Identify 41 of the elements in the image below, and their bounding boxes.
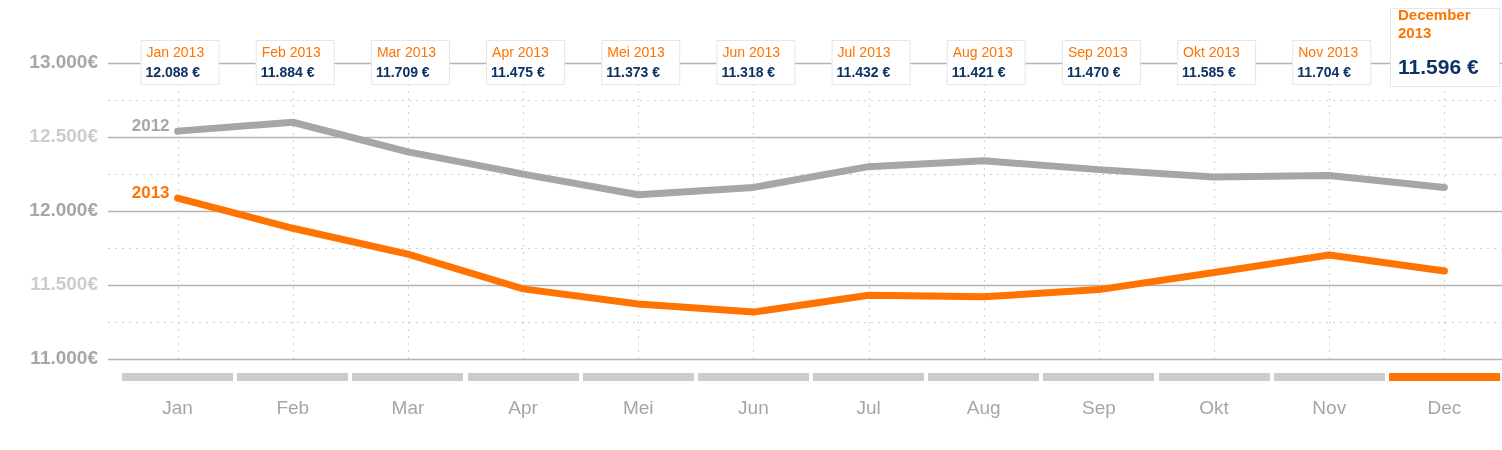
text: Mar 2013	[376, 44, 437, 60]
x-tick-label: Sep	[1082, 396, 1116, 418]
annotation: 11.475 €	[491, 64, 546, 80]
series-label: 2012	[131, 115, 170, 135]
annotation: 11.318 €	[721, 64, 776, 80]
x-tick-label: Aug	[966, 396, 1001, 418]
annotation: 11.704 €	[1297, 64, 1352, 80]
annotation: 11.596 €	[1398, 55, 1479, 78]
annotation: 11.470 €	[1066, 64, 1121, 80]
x-tick-label: Okt	[1199, 396, 1230, 418]
annotation: 11.373 €	[606, 64, 661, 80]
annotation: 11.585 €	[1182, 64, 1237, 80]
y-tick-label: 11.000€	[30, 347, 99, 369]
x-tick-label: Jun	[738, 396, 769, 418]
x-tick-label: Mei	[622, 396, 654, 418]
x-tick-label: Jan	[162, 396, 193, 418]
annotation: 11.421 €	[951, 64, 1006, 80]
text: Jan 2013	[146, 44, 205, 60]
text: December 2013	[1398, 6, 1471, 41]
text: Aug 2013	[952, 44, 1013, 60]
x-tick-label: Apr	[508, 396, 539, 418]
text: Sep 2013	[1067, 44, 1129, 60]
text: Feb 2013	[261, 44, 322, 60]
text: Mei 2013	[607, 44, 666, 60]
x-tick-label: Nov	[1312, 396, 1347, 418]
annotation: 11.884 €	[260, 64, 315, 80]
y-tick-label: 12.000€	[29, 199, 99, 221]
x-tick-label: Dec	[1427, 396, 1462, 418]
annotation: 11.432 €	[836, 64, 891, 80]
text: Okt 2013	[1183, 44, 1241, 60]
text: Apr 2013	[492, 44, 550, 60]
x-tick-label: Jul	[856, 396, 881, 418]
annotation: 12.088 €	[145, 64, 201, 80]
x-tick-label: Feb	[276, 396, 310, 418]
text: Jul 2013	[837, 44, 891, 60]
x-tick-label: Mar	[391, 396, 425, 418]
annotation: 11.709 €	[375, 64, 430, 80]
text: Nov 2013	[1298, 44, 1359, 60]
text: Jun 2013	[722, 44, 781, 60]
series-label: 2013	[131, 182, 170, 202]
y-tick-label: 13.000€	[29, 51, 99, 73]
